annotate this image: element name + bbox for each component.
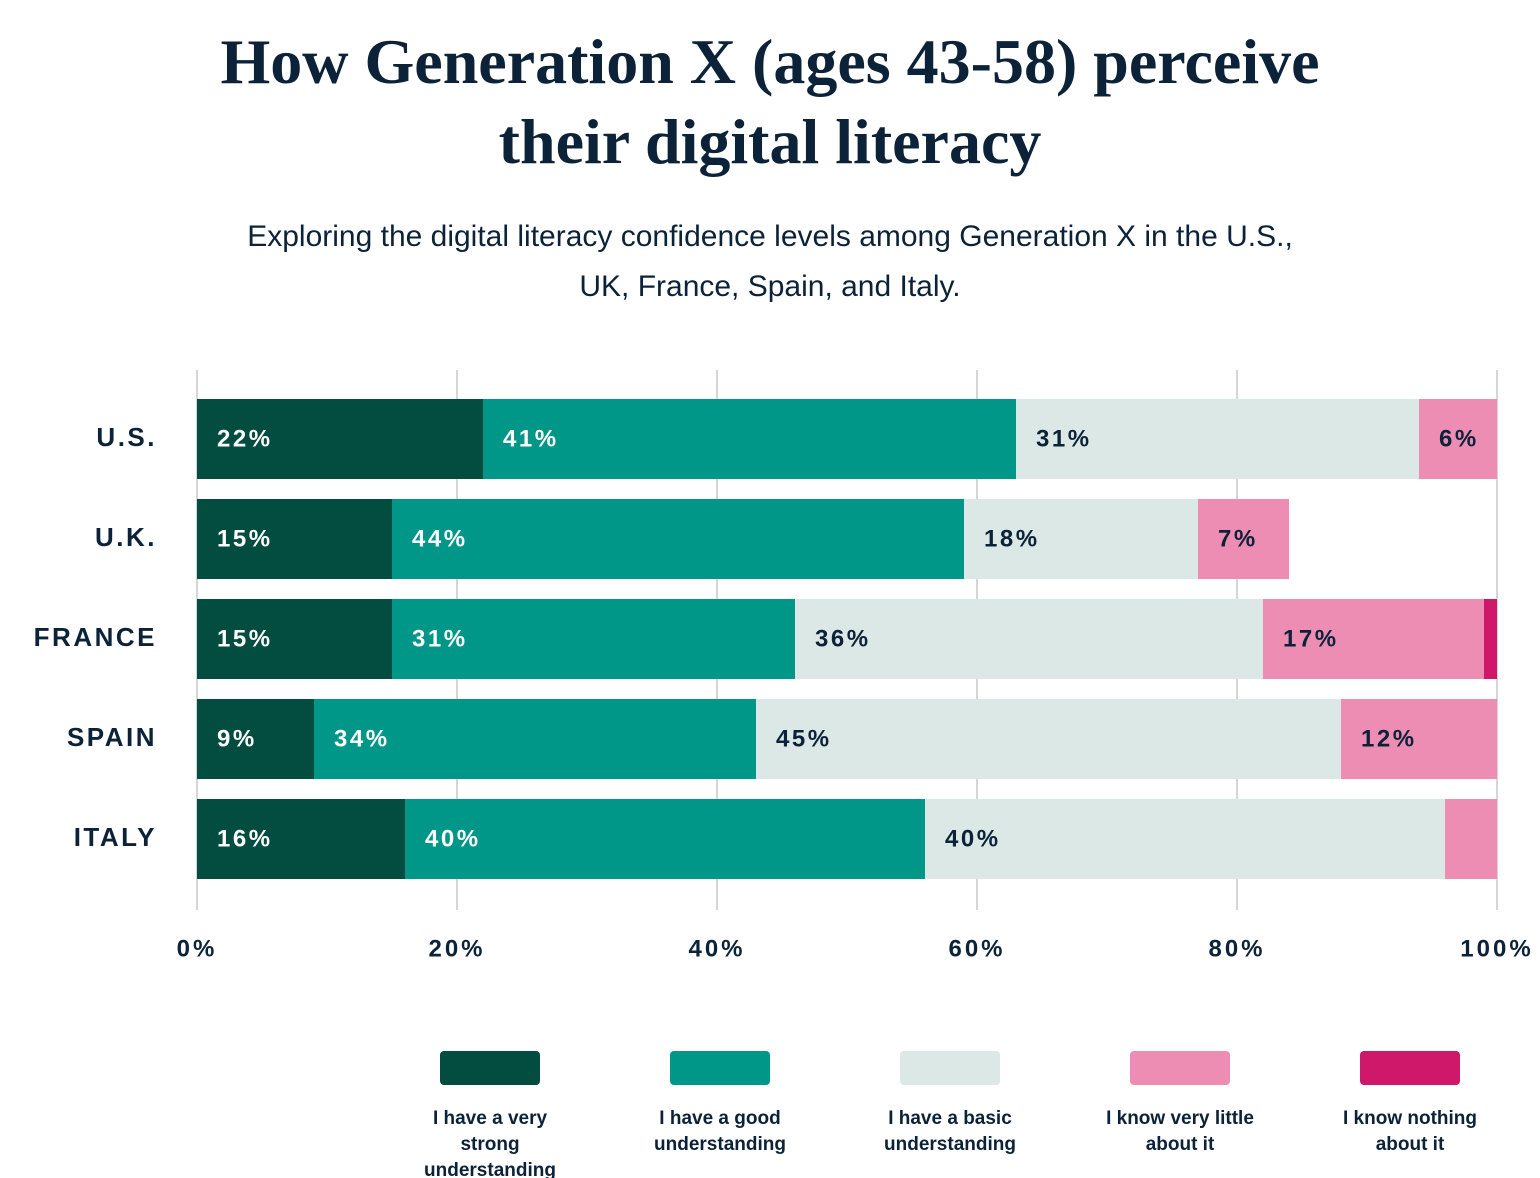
x-tick-label: 40% — [688, 935, 745, 962]
bar-segment — [197, 799, 405, 879]
value-label: 44% — [412, 525, 468, 552]
bar-segment — [392, 599, 795, 679]
x-tick-label: 100% — [1460, 935, 1533, 962]
value-label: 9% — [217, 725, 257, 752]
x-tick-label: 0% — [177, 935, 218, 962]
value-label: 6% — [1439, 425, 1479, 452]
bar-segment — [1198, 499, 1289, 579]
value-label: 17% — [1283, 625, 1339, 652]
value-label: 22% — [217, 425, 273, 452]
legend-swatch — [440, 1051, 540, 1085]
bar-segment — [197, 599, 392, 679]
x-tick-label: 20% — [428, 935, 485, 962]
bar-segment — [756, 699, 1341, 779]
value-label: 36% — [815, 625, 871, 652]
bar-segment — [405, 799, 925, 879]
chart-title: How Generation X (ages 43-58) perceive t… — [220, 26, 1320, 177]
bar-segment — [197, 699, 314, 779]
x-tick-label: 60% — [948, 935, 1005, 962]
bar-segment — [925, 799, 1445, 879]
bar-segment — [1484, 599, 1497, 679]
bar-segment — [795, 599, 1263, 679]
y-tick-label: FRANCE — [34, 622, 157, 652]
chart-subtitle: Exploring the digital literacy confidenc… — [247, 220, 1293, 303]
x-tick-label: 80% — [1208, 935, 1265, 962]
bar-segment — [1419, 399, 1497, 479]
bar-segment — [1445, 799, 1497, 879]
legend-swatch — [1130, 1051, 1230, 1085]
bar-segment — [392, 499, 964, 579]
bar-segment — [964, 499, 1198, 579]
value-label: 7% — [1218, 525, 1258, 552]
legend-swatch — [670, 1051, 770, 1085]
value-label: 15% — [217, 525, 273, 552]
value-label: 31% — [412, 625, 468, 652]
y-tick-label: SPAIN — [67, 722, 157, 752]
y-tick-label: ITALY — [74, 822, 157, 852]
legend-label: I have a very strong understanding — [424, 1108, 556, 1178]
bar-segment — [314, 699, 756, 779]
value-label: 31% — [1036, 425, 1092, 452]
bar-segment — [1341, 699, 1497, 779]
value-label: 41% — [503, 425, 559, 452]
value-label: 40% — [425, 825, 481, 852]
value-label: 18% — [984, 525, 1040, 552]
legend-label: I have a good understanding — [654, 1108, 786, 1155]
y-tick-label: U.K. — [95, 522, 157, 552]
value-label: 34% — [334, 725, 390, 752]
value-label: 15% — [217, 625, 273, 652]
value-label: 16% — [217, 825, 273, 852]
legend-label: I know nothing about it — [1342, 1108, 1478, 1155]
value-label: 12% — [1361, 725, 1417, 752]
bar-segment — [1263, 599, 1484, 679]
legend-label: I have a basic understanding — [884, 1108, 1016, 1155]
bar-segment — [197, 399, 483, 479]
legend-swatch — [900, 1051, 1000, 1085]
legend-label: I know very little about it — [1106, 1108, 1254, 1155]
legend-swatch — [1360, 1051, 1460, 1085]
bar-segment — [483, 399, 1016, 479]
value-label: 40% — [945, 825, 1001, 852]
y-tick-label: U.S. — [96, 422, 157, 452]
bar-segment — [197, 499, 392, 579]
value-label: 45% — [776, 725, 832, 752]
bar-segment — [1016, 399, 1419, 479]
